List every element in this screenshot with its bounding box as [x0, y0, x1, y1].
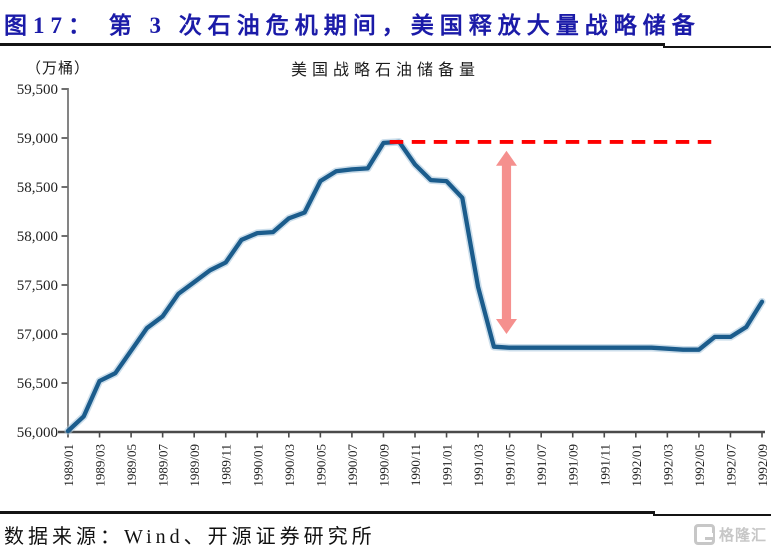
x-axis-tick-label: 1992/07: [723, 444, 738, 487]
y-axis-tick-label: 59,000: [17, 131, 58, 147]
x-axis-tick-label: 1990/09: [376, 444, 391, 487]
x-axis-tick-label: 1989/07: [156, 444, 171, 487]
y-axis-tick-label: 58,000: [17, 229, 58, 245]
y-axis-tick-label: 59,500: [17, 82, 58, 98]
x-axis-tick-label: 1990/01: [250, 444, 265, 487]
y-axis-tick-label: 57,500: [17, 278, 58, 294]
top-rule-right: [663, 45, 771, 48]
x-axis-tick-label: 1989/05: [124, 444, 139, 487]
x-axis-tick-label: 1991/11: [597, 444, 612, 486]
x-axis-tick-label: 1990/03: [282, 444, 297, 487]
x-axis-tick-label: 1989/09: [187, 444, 202, 487]
y-axis-tick-label: 58,500: [17, 180, 58, 196]
x-axis-tick-label: 1992/01: [629, 444, 644, 487]
reserve-line: [65, 139, 765, 434]
x-axis-tick-label: 1991/05: [503, 444, 518, 487]
x-axis-tick-label: 1990/05: [313, 444, 328, 487]
x-axis-tick-label: 1989/01: [61, 444, 76, 487]
x-axis-tick-label: 1989/11: [219, 444, 234, 486]
x-axis-tick-label: 1992/09: [755, 444, 770, 487]
chart-title: 美国战略石油储备量: [290, 62, 480, 79]
top-rule-left: [0, 43, 665, 46]
y-axis-tick-label: 56,500: [17, 376, 58, 392]
y-axis-tick-label: 57,000: [17, 327, 58, 343]
figure-title: 图17： 第 3 次石油危机期间，美国释放大量战略储备: [4, 13, 701, 38]
x-axis-tick-label: 1991/07: [534, 444, 549, 487]
y-axis-tick-label: 56,000: [17, 425, 58, 441]
x-axis-tick-label: 1992/03: [660, 444, 675, 487]
gelonghui-logo-icon: [694, 524, 715, 545]
x-axis-tick-label: 1989/03: [93, 444, 108, 487]
gelonghui-logo-text: 格隆汇: [719, 527, 768, 544]
gelonghui-logo: 格隆汇: [694, 524, 767, 545]
x-axis-tick-label: 1990/07: [345, 444, 360, 487]
x-axis-tick-label: 1992/05: [692, 444, 707, 487]
reserve-line-halo: [64, 138, 766, 435]
bottom-rule-left: [0, 511, 655, 514]
data-source-note: 数据来源：Wind、开源证券研究所: [4, 526, 376, 548]
release-arrow-head-down: [495, 319, 517, 334]
x-axis-tick-label: 1990/11: [408, 444, 423, 486]
x-axis-tick-label: 1991/09: [566, 444, 581, 487]
x-axis-tick-label: 1991/01: [440, 444, 455, 487]
y-axis-unit-label: （万桶）: [26, 61, 91, 77]
release-arrow-head-up: [495, 150, 517, 166]
bottom-rule-right: [653, 513, 771, 516]
x-axis-tick-label: 1991/03: [471, 444, 486, 487]
